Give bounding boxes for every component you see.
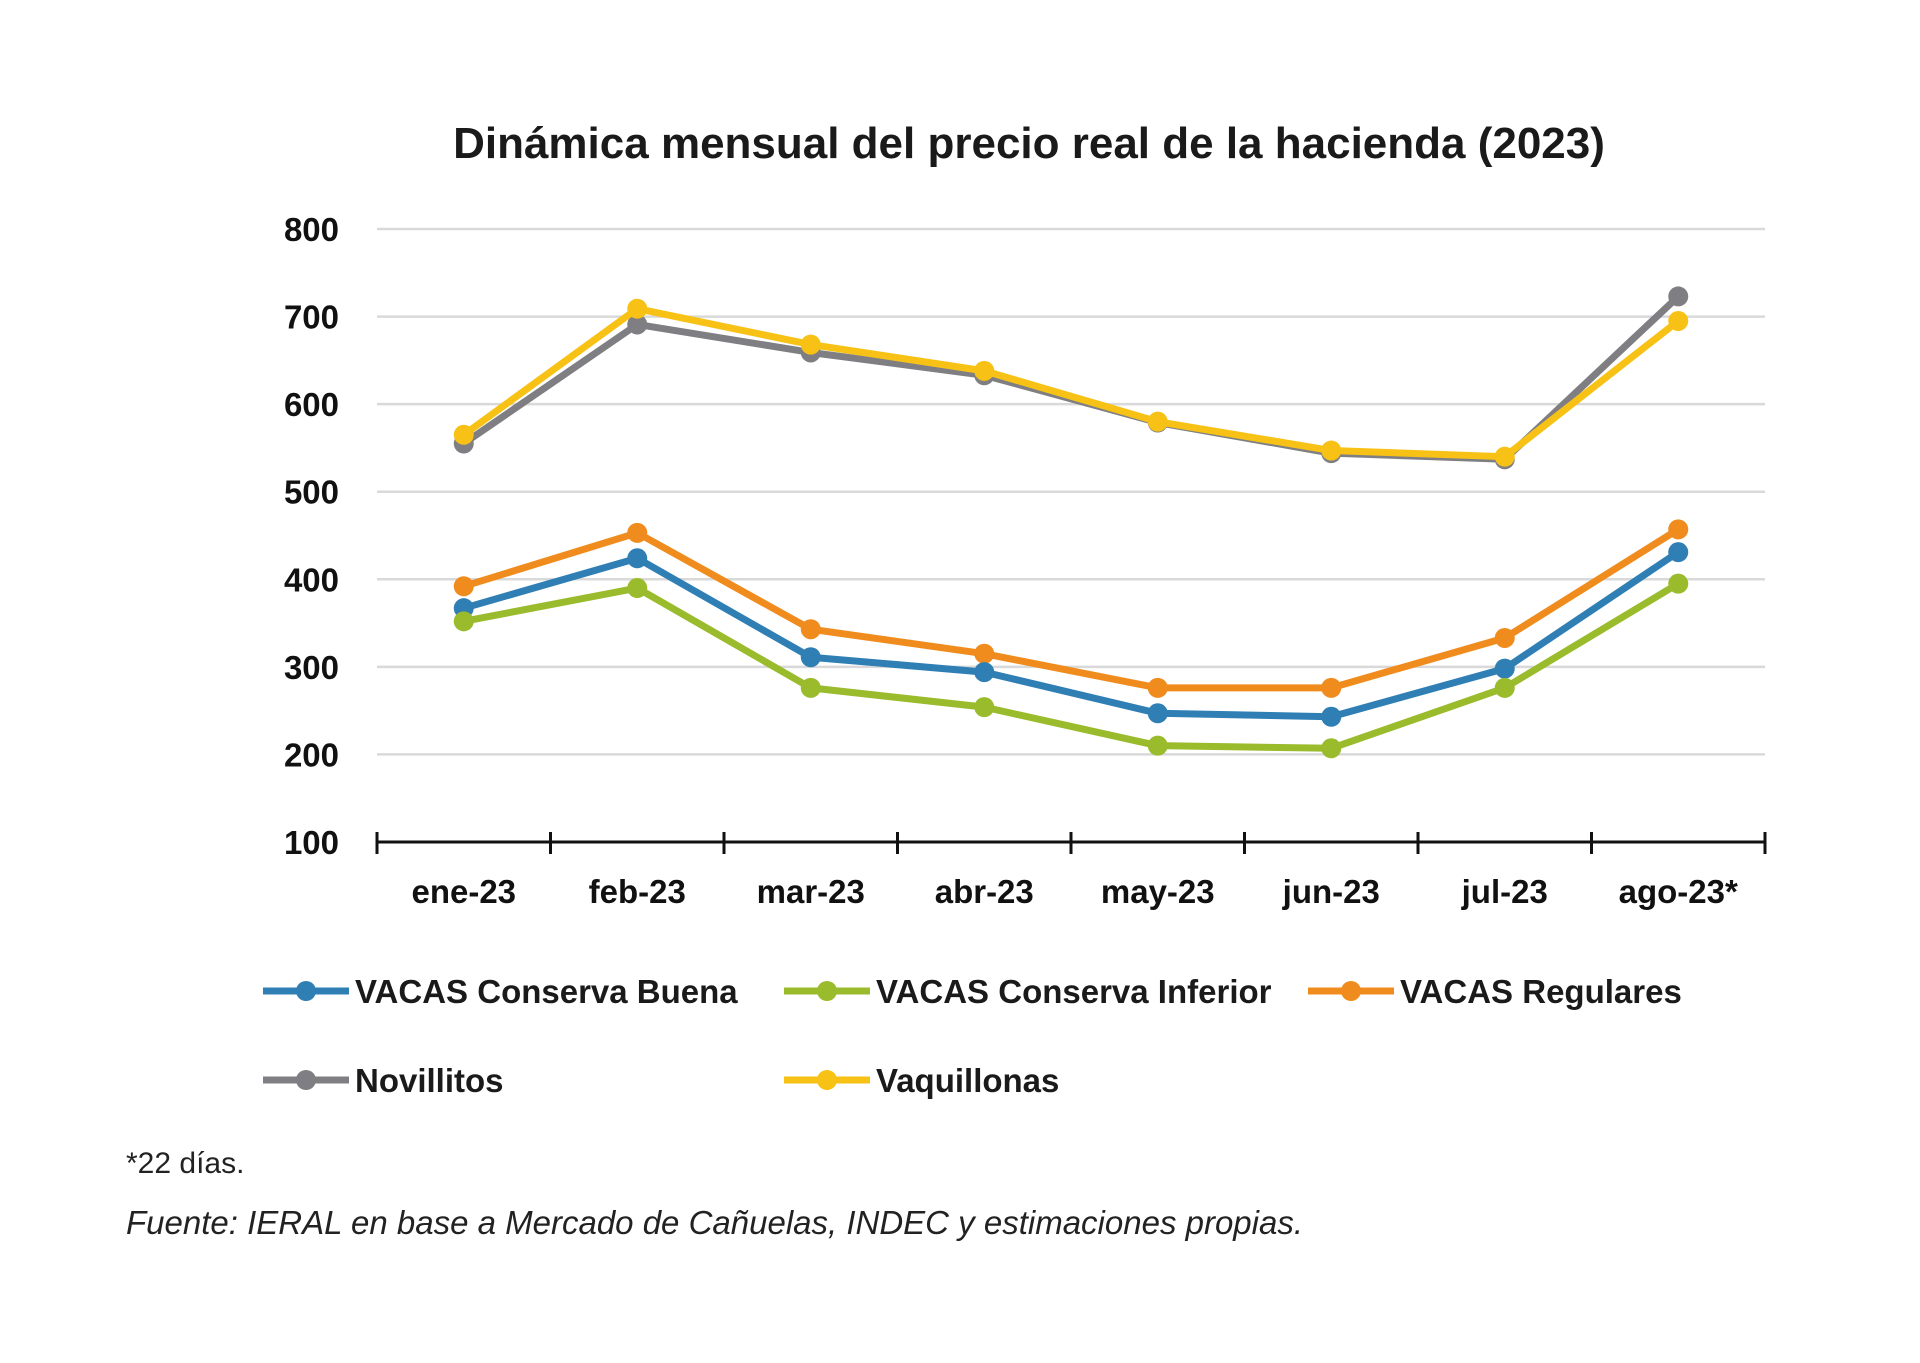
data-point xyxy=(1321,706,1342,727)
y-tick-label: 100 xyxy=(284,824,339,861)
x-tick-label: may-23 xyxy=(1101,873,1215,910)
data-point xyxy=(453,576,474,597)
data-point xyxy=(627,522,648,543)
data-point xyxy=(1321,738,1342,759)
legend-marker-icon xyxy=(817,981,837,1001)
x-tick-label: feb-23 xyxy=(589,873,686,910)
y-tick-label: 400 xyxy=(284,561,339,598)
data-point xyxy=(627,578,648,599)
chart-title: Dinámica mensual del precio real de la h… xyxy=(453,119,1605,168)
legend-marker-icon xyxy=(1341,981,1361,1001)
legend-item: VACAS Regulares xyxy=(1308,973,1682,1010)
series-line xyxy=(462,526,1681,692)
data-point xyxy=(800,647,821,668)
legend-label: Novillitos xyxy=(355,1062,504,1099)
y-tick-label: 600 xyxy=(284,386,339,423)
x-tick-label: ene-23 xyxy=(411,873,516,910)
data-point xyxy=(1668,542,1689,563)
data-point xyxy=(1668,573,1689,594)
data-point xyxy=(974,697,995,718)
legend-item: Novillitos xyxy=(263,1062,504,1099)
legend-marker-icon xyxy=(296,1070,316,1090)
data-point xyxy=(974,643,995,664)
data-point xyxy=(627,298,648,319)
legend-label: VACAS Conserva Inferior xyxy=(876,973,1272,1010)
series-vacas-regulares xyxy=(453,519,1689,698)
legend-marker-icon xyxy=(296,981,316,1001)
data-point xyxy=(1494,446,1515,467)
data-point xyxy=(1494,677,1515,698)
data-point xyxy=(627,548,648,569)
data-point xyxy=(1147,735,1168,756)
x-tick-label: jun-23 xyxy=(1282,873,1380,910)
data-point xyxy=(1147,703,1168,724)
legend-item: Vaquillonas xyxy=(784,1062,1059,1099)
series-vaquillonas xyxy=(453,298,1689,467)
y-tick-label: 200 xyxy=(284,736,339,773)
y-tick-label: 500 xyxy=(284,474,339,511)
x-tick-label: mar-23 xyxy=(757,873,865,910)
data-point xyxy=(800,677,821,698)
y-tick-label: 700 xyxy=(284,299,339,336)
series-vacas-conserva-inferior xyxy=(453,573,1689,759)
legend-label: VACAS Regulares xyxy=(1400,973,1682,1010)
data-point xyxy=(453,611,474,632)
legend-item: VACAS Conserva Inferior xyxy=(784,973,1272,1010)
series-line xyxy=(462,549,1681,721)
x-axis: ene-23 feb-23 mar-23 abr-23 may-23 jun-23 jul-… xyxy=(375,832,1767,910)
data-point xyxy=(1494,627,1515,648)
data-point xyxy=(1147,677,1168,698)
gridlines xyxy=(377,227,1765,756)
y-tick-label: 800 xyxy=(284,211,339,248)
data-point xyxy=(1321,440,1342,461)
data-point xyxy=(800,619,821,640)
x-tick-label: abr-23 xyxy=(935,873,1034,910)
legend-label: VACAS Conserva Buena xyxy=(355,973,738,1010)
legend-marker-icon xyxy=(817,1070,837,1090)
data-point xyxy=(1147,411,1168,432)
data-point xyxy=(1321,677,1342,698)
data-point xyxy=(1668,286,1689,307)
legend: VACAS Conserva Buena VACAS Conserva Infer… xyxy=(263,973,1682,1099)
x-tick-label: jul-23 xyxy=(1461,873,1548,910)
footnote: *22 días. xyxy=(126,1147,244,1180)
data-point xyxy=(1668,310,1689,331)
data-point xyxy=(627,314,648,335)
data-point xyxy=(974,360,995,381)
legend-item: VACAS Conserva Buena xyxy=(263,973,738,1010)
legend-label: Vaquillonas xyxy=(876,1062,1059,1099)
y-axis-ticks: 800 700 600 500 400 300 200 100 xyxy=(284,211,339,861)
series-line xyxy=(463,580,1681,752)
data-point xyxy=(1494,658,1515,679)
data-point xyxy=(974,662,995,683)
x-tick-label: ago-23* xyxy=(1619,873,1738,910)
data-point xyxy=(1668,519,1689,540)
series-vacas-conserva-buena xyxy=(453,542,1689,727)
data-point xyxy=(800,334,821,355)
series-lines xyxy=(453,286,1689,759)
series-line xyxy=(461,305,1681,461)
data-point xyxy=(453,424,474,445)
source-note: Fuente: IERAL en base a Mercado de Cañue… xyxy=(126,1204,1303,1241)
y-tick-label: 300 xyxy=(284,649,339,686)
